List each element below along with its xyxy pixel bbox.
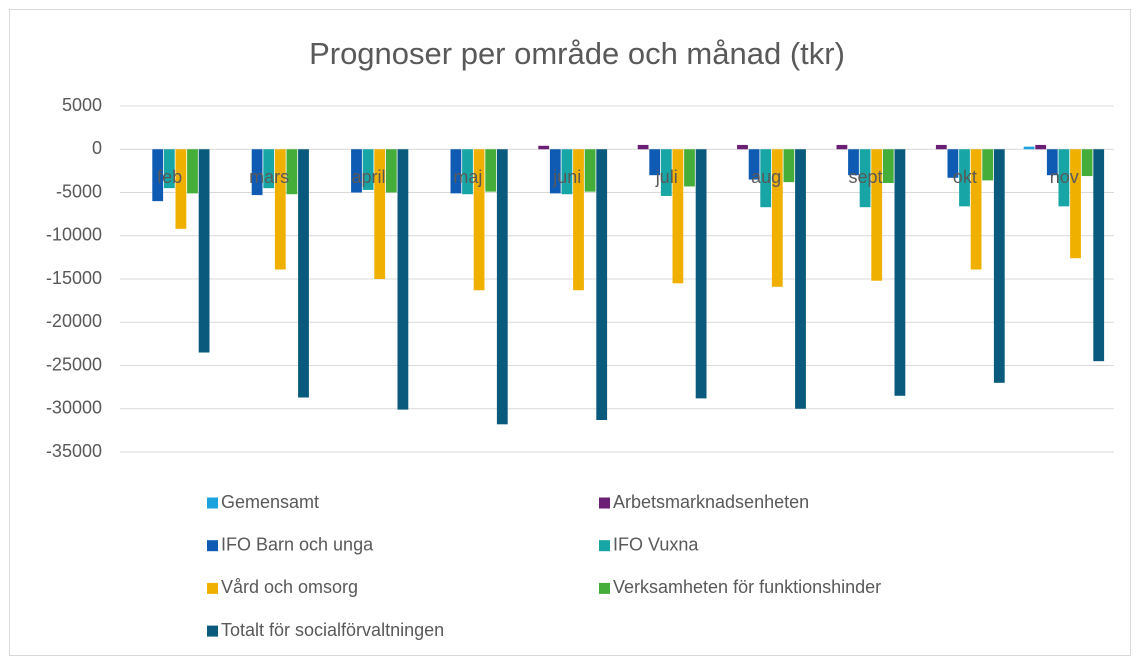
bar [771, 149, 783, 287]
bar [760, 149, 772, 208]
bar [374, 149, 386, 279]
bar [1081, 149, 1093, 177]
y-tick-label: -5000 [56, 181, 102, 201]
legend-swatch [207, 625, 218, 637]
x-tick-label: aug [751, 167, 781, 187]
chart-border [9, 9, 1131, 656]
bar [959, 149, 970, 207]
bar [1058, 149, 1070, 207]
legend-label: Verksamheten för funktionshinder [613, 577, 881, 597]
chart-title: Prognoser per område och månad (tkr) [309, 36, 845, 71]
y-tick-label: -30000 [46, 398, 102, 418]
legend-label: Arbetsmarknadsenheten [613, 492, 809, 512]
bar [993, 149, 1005, 383]
legend-label: Gemensamt [221, 492, 319, 512]
x-tick-label: okt [953, 167, 977, 187]
y-tick-label: 5000 [62, 95, 102, 115]
legend-swatch [207, 540, 218, 552]
bar [187, 149, 198, 194]
bar [251, 149, 263, 196]
y-tick-label: 0 [92, 138, 102, 158]
bar [584, 149, 596, 192]
bar [538, 145, 550, 150]
x-tick-label: juli [655, 167, 678, 187]
bar [1035, 144, 1047, 150]
y-tick-label: -20000 [46, 311, 102, 331]
bar [385, 149, 397, 193]
bar [362, 149, 374, 190]
bar [450, 149, 462, 194]
bar [859, 149, 871, 208]
bar [549, 149, 561, 194]
bar [397, 149, 409, 410]
legend-swatch [599, 497, 610, 509]
legend-swatch [207, 582, 218, 594]
x-tick-label: juni [552, 167, 581, 187]
y-tick-label: -25000 [46, 354, 102, 374]
bar [871, 149, 883, 281]
bar [795, 149, 806, 409]
bar [286, 149, 298, 195]
bar [351, 149, 362, 193]
bar [737, 144, 748, 150]
bar [561, 149, 573, 195]
bar [848, 149, 859, 176]
bar [274, 149, 286, 270]
bar [947, 149, 959, 178]
legend-swatch [599, 582, 610, 594]
bar [982, 149, 994, 181]
bar [748, 149, 760, 180]
bar [596, 149, 608, 420]
x-tick-label: nov [1050, 167, 1079, 187]
x-tick-label: feb [157, 167, 182, 187]
bar [198, 149, 210, 353]
bar [573, 149, 584, 291]
bar [263, 149, 275, 189]
y-tick-label: -10000 [46, 225, 102, 245]
bar [882, 149, 894, 183]
legend-label: Totalt för socialförvaltningen [221, 620, 444, 640]
bar [175, 149, 187, 229]
legend-label: IFO Barn och unga [221, 534, 374, 554]
x-tick-label: sept [848, 167, 882, 187]
legend-swatch [207, 497, 218, 509]
bar [152, 149, 164, 202]
bar [1046, 149, 1058, 176]
bar [695, 149, 707, 399]
y-tick-label: -35000 [46, 441, 102, 461]
x-tick-label: april [351, 167, 385, 187]
legend-label: IFO Vuxna [613, 534, 699, 554]
x-tick-label: maj [453, 167, 482, 187]
bar [163, 149, 175, 189]
y-tick-label: -15000 [46, 268, 102, 288]
bar [1023, 146, 1035, 150]
bar [473, 149, 485, 291]
bar [637, 144, 649, 150]
bar [684, 149, 695, 187]
bar [660, 149, 672, 196]
bar [1070, 149, 1081, 259]
bar [935, 144, 947, 150]
bar [649, 149, 661, 176]
bar [894, 149, 906, 396]
bar [970, 149, 982, 270]
x-tick-label: mars [249, 167, 289, 187]
bar [1093, 149, 1105, 362]
bar [485, 149, 497, 192]
legend-swatch [599, 540, 610, 552]
bar [836, 144, 848, 150]
bar [298, 149, 309, 398]
legend-label: Vård och omsorg [221, 577, 358, 597]
bar [783, 149, 795, 183]
bar [672, 149, 684, 284]
bar [496, 149, 508, 425]
bar [462, 149, 473, 195]
